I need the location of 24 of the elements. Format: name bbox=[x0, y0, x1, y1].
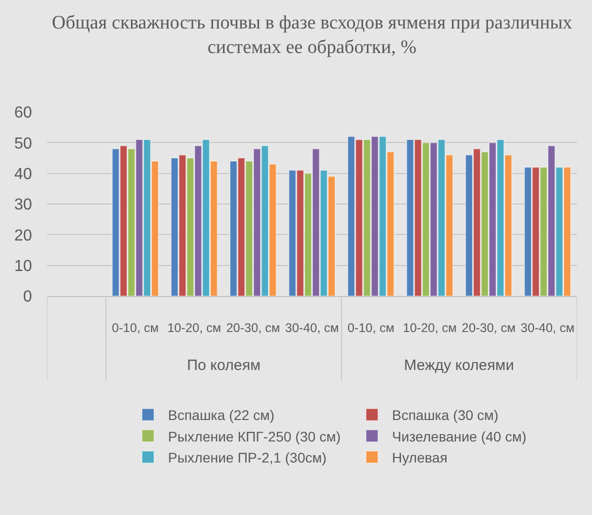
y-tick-label: 20 bbox=[14, 227, 32, 244]
x-tick-label: 0-10, см bbox=[112, 321, 159, 335]
text: Между колеями bbox=[404, 357, 514, 374]
x-tick-label: 20-30, см bbox=[226, 321, 280, 335]
y-tick-label: 60 bbox=[14, 104, 32, 122]
legend-label: Рыхление ПР-2,1 (30см) bbox=[168, 450, 327, 466]
x-tick-label: 10-20, см bbox=[402, 321, 457, 335]
text: По колеям bbox=[187, 357, 261, 374]
x-tick-label: 30-40, см bbox=[520, 321, 574, 335]
y-tick-label: 50 bbox=[14, 135, 32, 152]
y-tick-label: 30 bbox=[14, 196, 32, 214]
legend-label: Рыхление КПГ-250 (30 см) bbox=[168, 428, 341, 444]
x-tick-label: 30-40, см bbox=[285, 321, 339, 335]
legend-label: Нулевая bbox=[392, 450, 448, 466]
x-tick-label: 0-10, см bbox=[347, 321, 394, 335]
chart-title: Общая скважность почвы в фазе всходов ячменя при различных системах ее обработки, % bbox=[52, 12, 573, 58]
y-tick-label: 10 bbox=[14, 258, 32, 275]
x-tick-label: 20-30, см bbox=[462, 321, 516, 335]
legend-label: Вспашка (22 см) bbox=[168, 407, 274, 424]
x-tick-label: 10-20, см bbox=[167, 321, 222, 335]
y-tick-label: 0 bbox=[23, 288, 32, 306]
y-tick-label: 40 bbox=[14, 166, 32, 183]
legend-label: Вспашка (30 см) bbox=[392, 407, 498, 424]
legend-label: Чизелевание (40 см) bbox=[392, 428, 526, 444]
